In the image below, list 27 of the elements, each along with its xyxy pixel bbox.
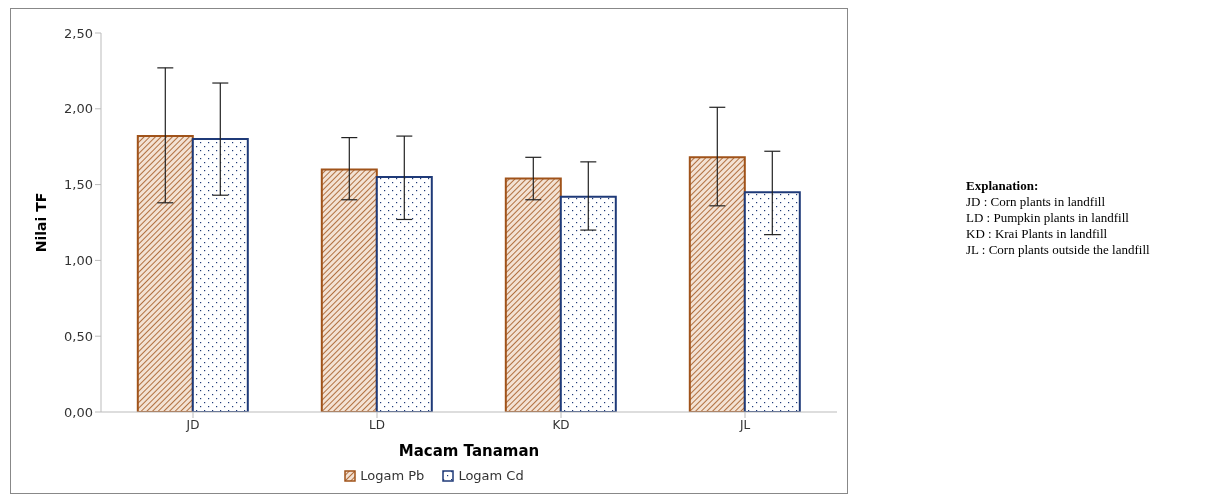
text: Explanation: bbox=[966, 178, 1040, 194]
y-axis-title: Nilai TF bbox=[32, 192, 49, 253]
x-axis-title: Macam Tanaman bbox=[398, 442, 540, 460]
text: JD : Corn plants in landfill bbox=[966, 194, 1107, 210]
bar bbox=[136, 135, 194, 412]
legend-label: Logam Pb bbox=[359, 468, 425, 483]
x-tick-label: LD bbox=[369, 417, 385, 432]
text: LD : Pumpkin plants in landfill bbox=[966, 210, 1130, 226]
bar bbox=[320, 168, 378, 412]
text: JL : Corn plants outside the landfill bbox=[966, 242, 1150, 258]
text: KD : Krai Plants in landfill bbox=[966, 226, 1109, 242]
y-tick-label: 1,50 bbox=[64, 177, 93, 193]
y-tick-label: 0,50 bbox=[64, 328, 93, 344]
legend-label: Logam Cd bbox=[457, 468, 524, 483]
x-tick-label: KD bbox=[552, 417, 570, 432]
bar bbox=[191, 138, 249, 412]
bar bbox=[504, 177, 562, 412]
y-tick-label: 1,00 bbox=[64, 253, 93, 269]
bar bbox=[688, 156, 746, 412]
x-tick-label: JD bbox=[185, 417, 200, 432]
bar bbox=[375, 176, 433, 412]
x-tick-label: JL bbox=[738, 417, 751, 432]
y-tick-label: 2,50 bbox=[64, 25, 93, 41]
bar bbox=[743, 191, 801, 412]
y-tick-label: 0,00 bbox=[64, 404, 93, 420]
y-tick-label: 2,00 bbox=[64, 101, 93, 117]
bar bbox=[559, 195, 617, 412]
